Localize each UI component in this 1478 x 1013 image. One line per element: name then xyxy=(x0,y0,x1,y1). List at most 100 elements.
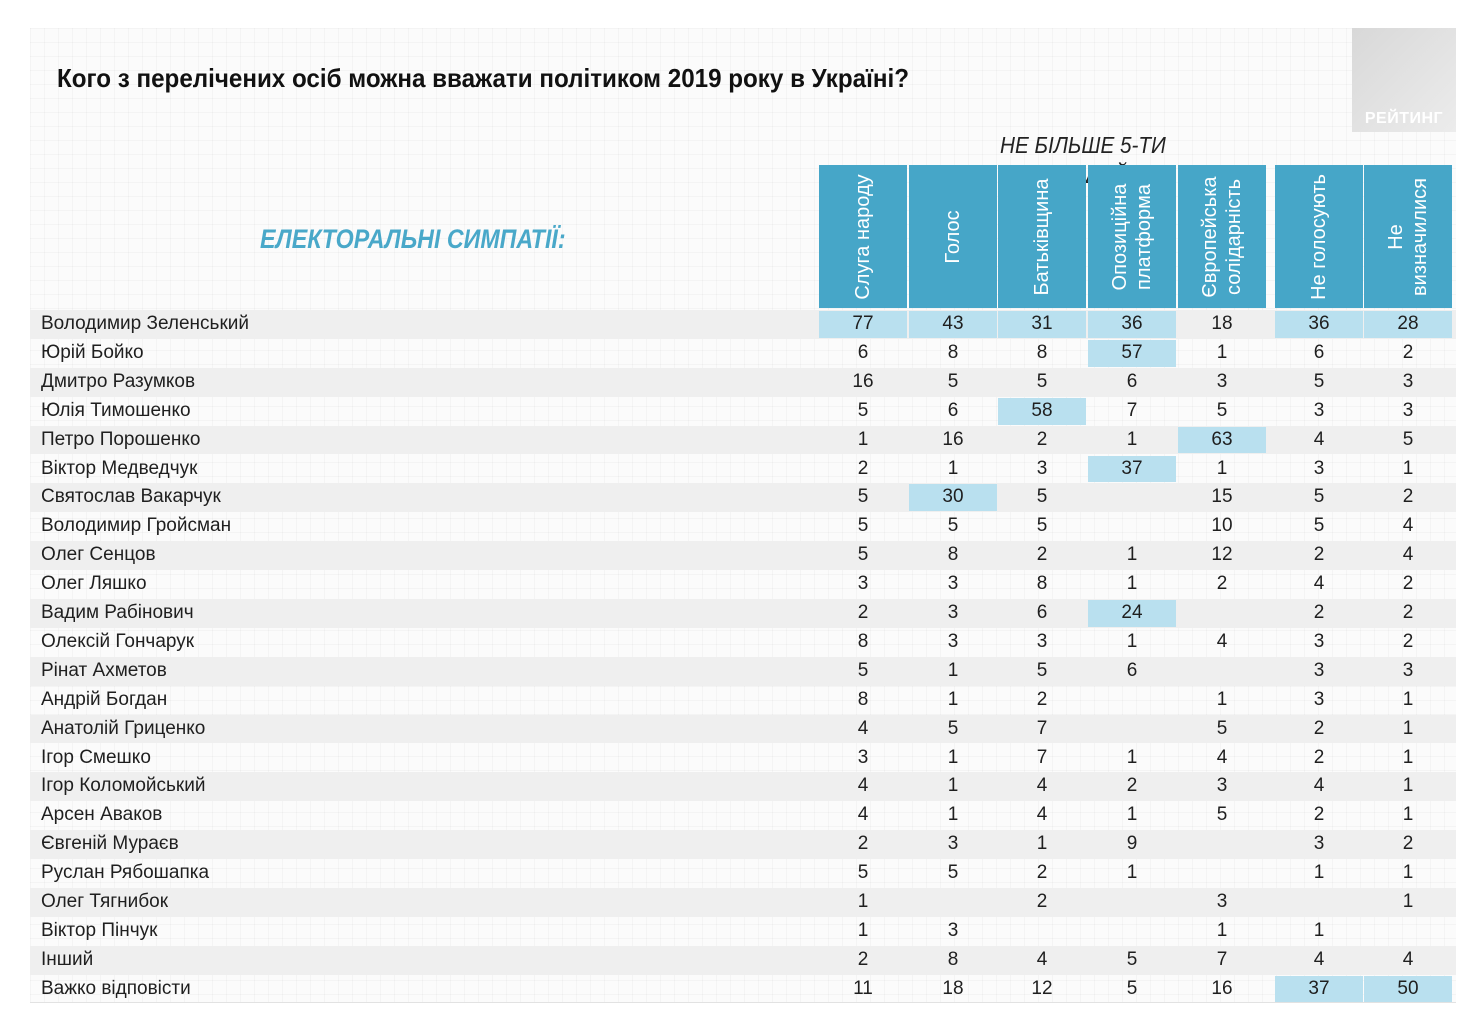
table-row xyxy=(30,714,1456,744)
cell-не-голосують: 4 xyxy=(1313,775,1325,797)
column-header-label: Не голосують xyxy=(1308,173,1330,300)
cell-батьківщина: 7 xyxy=(1036,717,1048,739)
cell-голос: 1 xyxy=(947,688,959,710)
row-label: Юрій Бойко xyxy=(41,341,144,363)
row-label: Анатолій Гриценко xyxy=(41,717,206,739)
row-label: Олег Сенцов xyxy=(41,544,156,566)
cell-highlight xyxy=(1088,311,1176,338)
page-title: Кого з перелічених осіб можна вважати по… xyxy=(57,63,909,93)
cell-не-визначилися: 1 xyxy=(1402,775,1414,797)
cell-не-визначилися: 1 xyxy=(1402,688,1414,710)
cell-європейська-солідарність: 2 xyxy=(1216,573,1228,595)
cell-опозиційна-платформа: 24 xyxy=(1121,602,1143,623)
cell-батьківщина: 5 xyxy=(1036,515,1048,537)
cell-слуга-народу: 3 xyxy=(857,746,869,768)
cell-слуга-народу: 77 xyxy=(852,313,874,334)
table-row xyxy=(30,541,1456,571)
column-header-1: Слуга народу xyxy=(819,165,907,308)
cell-highlight xyxy=(1275,311,1363,338)
table-row xyxy=(30,945,1456,975)
cell-батьківщина: 3 xyxy=(1036,630,1048,652)
cell-слуга-народу: 2 xyxy=(857,457,869,479)
row-label: Вадим Рабінович xyxy=(41,602,194,623)
cell-європейська-солідарність: 1 xyxy=(1216,341,1228,363)
table-row xyxy=(30,859,1456,888)
cell-не-визначилися: 4 xyxy=(1402,544,1414,566)
cell-європейська-солідарність: 1 xyxy=(1216,457,1228,479)
column-header-7: Не визначилися xyxy=(1364,165,1452,308)
cell-слуга-народу: 3 xyxy=(857,573,869,595)
cell-батьківщина: 2 xyxy=(1036,891,1048,912)
cell-голос: 3 xyxy=(947,602,959,623)
cell-не-визначилися: 2 xyxy=(1402,486,1414,508)
cell-батьківщина: 4 xyxy=(1036,948,1048,970)
row-label: Руслан Рябошапка xyxy=(41,862,210,884)
cell-не-визначилися: 2 xyxy=(1402,833,1414,855)
cell-опозиційна-платформа: 1 xyxy=(1126,428,1138,450)
cell-європейська-солідарність: 3 xyxy=(1216,370,1228,392)
table-row xyxy=(30,367,1456,397)
cell-не-визначилися: 3 xyxy=(1402,370,1414,392)
cell-опозиційна-платформа: 9 xyxy=(1126,833,1138,855)
row-label: Володимир Гройсман xyxy=(41,515,232,537)
row-label: Олег Тягнибок xyxy=(41,891,169,912)
cell-не-голосують: 6 xyxy=(1313,341,1325,363)
cell-батьківщина: 2 xyxy=(1036,862,1048,884)
cell-голос: 6 xyxy=(947,399,959,421)
column-header-label: Європейська солідарність xyxy=(1199,175,1245,298)
cell-опозиційна-платформа: 1 xyxy=(1126,862,1138,884)
cell-європейська-солідарність: 18 xyxy=(1211,313,1233,334)
table-bottom-rule xyxy=(30,1002,1456,1003)
cell-не-голосують: 3 xyxy=(1313,833,1325,855)
cell-не-голосують: 5 xyxy=(1313,515,1325,537)
cell-батьківщина: 4 xyxy=(1036,775,1048,797)
table-row xyxy=(30,656,1456,686)
cell-не-визначилися: 50 xyxy=(1397,977,1419,999)
row-label: Володимир Зеленський xyxy=(41,313,249,334)
cell-голос: 5 xyxy=(947,862,959,884)
cell-не-голосують: 4 xyxy=(1313,428,1325,450)
cell-голос: 8 xyxy=(947,341,959,363)
cell-не-визначилися: 1 xyxy=(1402,804,1414,826)
cell-голос: 3 xyxy=(947,833,959,855)
cell-голос: 3 xyxy=(947,630,959,652)
cell-не-голосують: 2 xyxy=(1313,602,1325,623)
row-label: Ігор Коломойський xyxy=(41,775,206,797)
cell-не-визначилися: 2 xyxy=(1402,602,1414,623)
cell-опозиційна-платформа: 37 xyxy=(1121,457,1143,479)
row-label: Віктор Пінчук xyxy=(41,919,158,941)
cell-батьківщина: 58 xyxy=(1031,399,1053,421)
cell-не-визначилися: 4 xyxy=(1402,515,1414,537)
column-header-2: Голос xyxy=(909,165,997,308)
cell-не-голосують: 4 xyxy=(1313,573,1325,595)
logo-text: РЕЙТИНГ xyxy=(1364,110,1444,127)
cell-голос: 1 xyxy=(947,659,959,681)
cell-опозиційна-платформа: 6 xyxy=(1126,659,1138,681)
cell-голос: 30 xyxy=(942,486,964,508)
cell-слуга-народу: 16 xyxy=(852,370,874,392)
cell-батьківщина: 5 xyxy=(1036,370,1048,392)
cell-опозиційна-платформа: 36 xyxy=(1121,313,1143,334)
cell-голос: 18 xyxy=(942,977,964,999)
cell-highlight xyxy=(1088,339,1176,367)
cell-європейська-солідарність: 1 xyxy=(1216,688,1228,710)
cell-голос: 43 xyxy=(942,313,964,334)
cell-європейська-солідарність: 5 xyxy=(1216,717,1228,739)
cell-батьківщина: 7 xyxy=(1036,746,1048,768)
cell-слуга-народу: 4 xyxy=(857,717,869,739)
cell-слуга-народу: 1 xyxy=(857,428,869,450)
cell-батьківщина: 5 xyxy=(1036,486,1048,508)
cell-опозиційна-платформа: 5 xyxy=(1126,977,1138,999)
cell-слуга-народу: 2 xyxy=(857,602,869,623)
cell-батьківщина: 12 xyxy=(1031,977,1053,999)
row-label: Андрій Богдан xyxy=(41,688,168,710)
row-label: Дмитро Разумков xyxy=(41,370,196,392)
cell-опозиційна-платформа: 6 xyxy=(1126,370,1138,392)
cell-не-визначилися: 4 xyxy=(1402,948,1414,970)
cell-не-голосують: 5 xyxy=(1313,486,1325,508)
row-label: Олексій Гончарук xyxy=(41,630,195,652)
cell-батьківщина: 31 xyxy=(1031,313,1053,334)
cell-опозиційна-платформа: 5 xyxy=(1126,948,1138,970)
cell-не-визначилися: 1 xyxy=(1402,746,1414,768)
cell-батьківщина: 1 xyxy=(1036,833,1048,855)
